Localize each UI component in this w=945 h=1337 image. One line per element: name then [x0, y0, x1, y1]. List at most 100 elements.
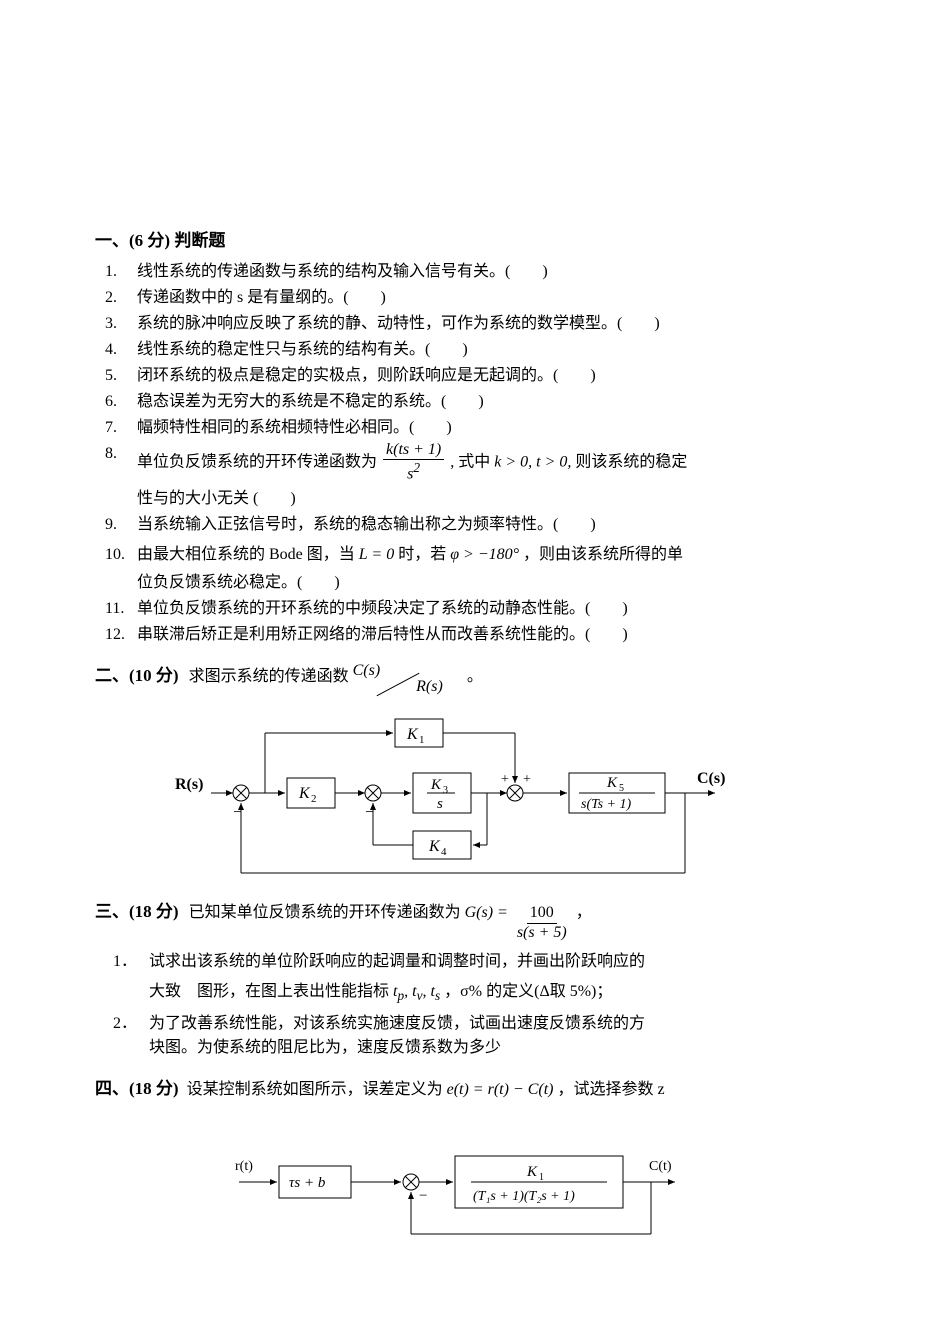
svg-text:K: K [526, 1164, 538, 1180]
sub3-1-l2b: ，σ% 的定义(Δ取 5%)； [444, 983, 612, 1000]
section3-text: 已知某单位反馈系统的开环传递函数为 [189, 901, 461, 925]
tf-den: R(s) [416, 678, 443, 695]
q8-mid: , 式中 [450, 453, 490, 470]
svg-text:C(t): C(t) [649, 1159, 672, 1174]
section4-eq: e(t) = r(t) − C(t) [447, 1078, 554, 1102]
qnum-5: 5. [105, 364, 117, 388]
section3-frac-num: 100 [527, 905, 557, 924]
q3-text: 系统的脉冲响应反映了系统的静、动特性，可作为系统的数学模型。( ) [137, 315, 660, 332]
q10: 10. 由最大相位系统的 Bode 图，当 L = 0 时，若 φ > −180… [137, 543, 850, 595]
q2: 2.传递函数中的 s 是有量纲的。( ) [137, 286, 850, 310]
svg-text:K: K [406, 726, 419, 743]
q3: 3.系统的脉冲响应反映了系统的静、动特性，可作为系统的数学模型。( ) [137, 312, 850, 336]
section4-heading-row: 四、(18 分) 设某控制系统如图所示，误差定义为 e(t) = r(t) − … [95, 1076, 850, 1102]
qnum-6: 6. [105, 390, 117, 414]
svg-text:+: + [523, 772, 531, 787]
svg-text:K: K [298, 785, 311, 802]
qnum-9: 9. [105, 513, 117, 537]
sub3-1-num: 1． [113, 950, 137, 974]
block-diagram-1: R(s) − K 2 − K 3 s [175, 713, 735, 883]
section2-diagram-wrap: R(s) − K 2 − K 3 s [175, 713, 850, 883]
sub3-2: 2． 为了改善系统性能，对该系统实施速度反馈，试画出速度反馈系统的方 块图。为使… [149, 1012, 850, 1060]
q8-cond: k > 0, t > 0, [494, 453, 571, 470]
q1-text: 线性系统的传递函数与系统的结构及输入信号有关。( ) [137, 263, 548, 280]
svg-text:K: K [430, 777, 442, 793]
section3-subs: 1． 试求出该系统的单位阶跃响应的起调量和调整时间，并画出阶跃响应的 大致 图形… [95, 950, 850, 1060]
q5: 5.闭环系统的极点是稳定的实极点，则阶跃响应是无起调的。( ) [137, 364, 850, 388]
q10-mid2: ，则由该系统所得的单 [523, 546, 683, 563]
q1: 1.线性系统的传递函数与系统的结构及输入信号有关。( ) [137, 260, 850, 284]
svg-text:2: 2 [311, 793, 317, 805]
q12: 12.串联滞后矫正是利用矫正网络的滞后特性从而改善系统性能的。( ) [137, 623, 850, 647]
section4-text: 设某控制系统如图所示，误差定义为 [187, 1078, 443, 1102]
q9: 9.当系统输入正弦信号时，系统的稳态输出称之为频率特性。( ) [137, 513, 850, 537]
svg-text:4: 4 [441, 846, 447, 858]
q11-text: 单位负反馈系统的开环系统的中频段决定了系统的动静态性能。( ) [137, 600, 628, 617]
q4: 4.线性系统的稳定性只与系统的结构有关。( ) [137, 338, 850, 362]
section4-diagram-wrap: r(t) τs + b − K 1 (T₁s + 1)(T₂s + 1) C(t… [235, 1142, 850, 1252]
q2-text: 传递函数中的 s 是有量纲的。( ) [137, 289, 386, 306]
section2-text: 求图示系统的传递函数 [189, 665, 349, 689]
section4-tail: ，试选择参数 z [558, 1078, 665, 1102]
qnum-12: 12. [105, 623, 125, 647]
block-diagram-2: r(t) τs + b − K 1 (T₁s + 1)(T₂s + 1) C(t… [235, 1142, 715, 1252]
q4-text: 线性系统的稳定性只与系统的结构有关。( ) [137, 341, 468, 358]
svg-text:3: 3 [443, 785, 448, 796]
q10-pre: 由最大相位系统的 Bode 图，当 [137, 546, 355, 563]
sub3-2-l2: 块图。为使系统的阻尼比为，速度反馈系数为多少 [149, 1036, 850, 1060]
q6-text: 稳态误差为无穷大的系统是不稳定的系统。( ) [137, 393, 484, 410]
section4-num: 四、(18 分) [95, 1076, 179, 1102]
section1-list: 1.线性系统的传递函数与系统的结构及输入信号有关。( ) 2.传递函数中的 s … [95, 260, 850, 648]
q8-frac-num: k(ts + 1) [383, 442, 444, 461]
qnum-8: 8. [105, 442, 117, 466]
svg-text:r(t): r(t) [235, 1159, 253, 1174]
tf-num: C(s) [353, 662, 381, 679]
q10-eq1: L = 0 [359, 546, 394, 563]
qnum-10: 10. [105, 543, 125, 567]
section2-tf: C(s) R(s) [353, 665, 463, 699]
svg-text:1: 1 [419, 734, 425, 746]
qnum-1: 1. [105, 260, 117, 284]
q8-frac-den-sup: 2 [413, 460, 420, 475]
sub3-1: 1． 试求出该系统的单位阶跃响应的起调量和调整时间，并画出阶跃响应的 大致 图形… [149, 950, 850, 1006]
q8-frac-den: s2 [404, 460, 423, 483]
sub3-1-l1: 试求出该系统的单位阶跃响应的起调量和调整时间，并画出阶跃响应的 [149, 953, 645, 970]
q8-frac: k(ts + 1) s2 [383, 442, 444, 484]
q8-line2: 性与的大小无关 ( ) [137, 487, 850, 511]
section2-tail: 。 [467, 665, 483, 689]
section2-num: 二、(10 分) [95, 663, 179, 689]
page-root: 一、(6 分) 判断题 1.线性系统的传递函数与系统的结构及输入信号有关。( )… [0, 0, 945, 1326]
q12-text: 串联滞后矫正是利用矫正网络的滞后特性从而改善系统性能的。( ) [137, 626, 628, 643]
q11: 11.单位负反馈系统的开环系统的中频段决定了系统的动静态性能。( ) [137, 597, 850, 621]
section3-num: 三、(18 分) [95, 899, 179, 925]
tf-slash [377, 673, 420, 696]
qnum-11: 11. [105, 597, 124, 621]
section3-frac: 100 s(s + 5) [514, 905, 570, 942]
q8: 8. 单位负反馈系统的开环传递函数为 k(ts + 1) s2 , 式中 k >… [137, 442, 850, 512]
qnum-3: 3. [105, 312, 117, 336]
q9-text: 当系统输入正弦信号时，系统的稳态输出称之为频率特性。( ) [137, 516, 596, 533]
section1-heading: 一、(6 分) 判断题 [95, 228, 850, 254]
sub3-2-l1: 为了改善系统性能，对该系统实施速度反馈，试画出速度反馈系统的方 [149, 1015, 645, 1032]
q10-line2: 位负反馈系统必稳定。( ) [137, 571, 850, 595]
qnum-7: 7. [105, 416, 117, 440]
sub3-2-num: 2． [113, 1012, 137, 1036]
q5-text: 闭环系统的极点是稳定的实极点，则阶跃响应是无起调的。( ) [137, 367, 596, 384]
section2-heading-row: 二、(10 分) 求图示系统的传递函数 C(s) R(s) 。 [95, 663, 850, 699]
sub3-1-sub3: s [435, 988, 440, 1003]
svg-text:5: 5 [619, 783, 624, 794]
q10-mid1: 时，若 [398, 546, 446, 563]
svg-text:R(s): R(s) [175, 776, 203, 793]
sub3-1-c2: , t [423, 983, 435, 1000]
svg-text:C(s): C(s) [697, 770, 725, 787]
svg-text:s: s [437, 796, 443, 812]
sub3-1-l2: 大致 图形，在图上表出性能指标 tp, tv, ts ，σ% 的定义(Δ取 5%… [149, 980, 850, 1006]
q8-tail: 则该系统的稳定 [575, 453, 687, 470]
svg-text:(T₁s + 1)(T₂s + 1): (T₁s + 1)(T₂s + 1) [473, 1189, 575, 1204]
q7: 7.幅频特性相同的系统相频特性必相同。( ) [137, 416, 850, 440]
svg-text:s(Ts + 1): s(Ts + 1) [581, 797, 632, 812]
svg-text:K: K [606, 775, 618, 791]
q6: 6.稳态误差为无穷大的系统是不稳定的系统。( ) [137, 390, 850, 414]
sub3-1-l2a: 大致 图形，在图上表出性能指标 [149, 983, 389, 1000]
sub3-1-c1: , t [404, 983, 416, 1000]
